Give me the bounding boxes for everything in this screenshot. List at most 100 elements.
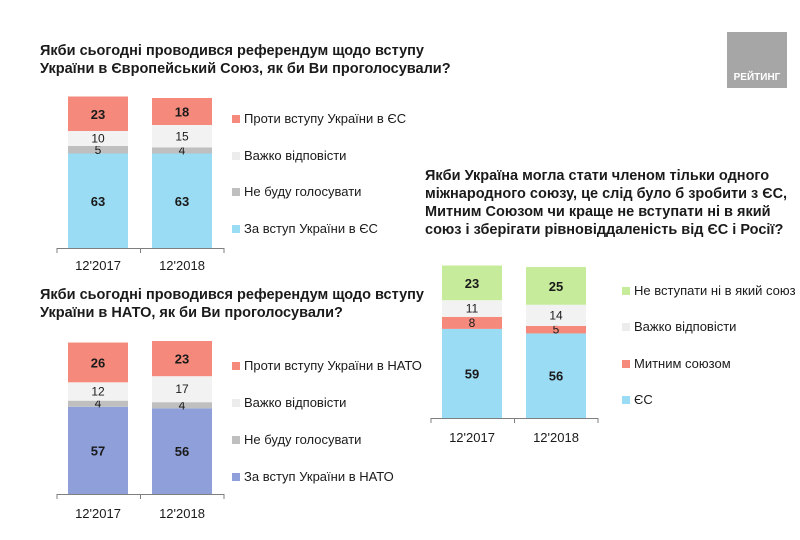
chart-title-line: міжнародного союзу, це слід було б зроби… — [425, 186, 788, 202]
legend-swatch — [622, 395, 630, 404]
bar-segment — [68, 382, 128, 401]
chart-title-union-choice: Якби Україна могла стати членом тільки о… — [425, 167, 788, 239]
data-label: 56 — [175, 444, 189, 459]
legend-label: За вступ України в ЄС — [244, 221, 378, 236]
legend-label: Не вступати ні в який союз — [634, 283, 796, 298]
bar-segment — [442, 265, 502, 301]
bar-segment — [152, 147, 212, 154]
data-label: 63 — [91, 194, 105, 209]
legend-label: Не буду голосувати — [244, 184, 362, 199]
data-label: 10 — [91, 132, 105, 146]
bar-segment — [68, 131, 128, 146]
chart-title-line: України в Європейський Союз, як би Ви пр… — [40, 61, 451, 77]
rating-logo: РЕЙТИНГ — [727, 32, 787, 88]
bar-segment — [68, 146, 128, 154]
legend-swatch — [622, 359, 630, 368]
data-label: 59 — [465, 366, 479, 381]
data-label: 18 — [175, 105, 189, 120]
x-tick-label: 12'2017 — [75, 506, 121, 521]
legend-swatch — [232, 472, 240, 481]
data-label: 57 — [91, 443, 105, 458]
legend-swatch — [232, 398, 240, 407]
data-label: 4 — [179, 144, 186, 158]
bar-segment — [152, 341, 212, 377]
bar-segment — [442, 316, 502, 329]
legend-swatch — [622, 322, 630, 331]
x-tick-label: 12'2018 — [159, 506, 205, 521]
legend-item: Важко відповісти — [232, 148, 346, 163]
data-label: 12 — [91, 384, 105, 398]
legend-item: Проти вступу України в НАТО — [232, 358, 422, 373]
bar-segment — [68, 96, 128, 131]
bar-segment — [526, 325, 586, 334]
legend-item: Не буду голосувати — [232, 432, 361, 447]
bar-segment — [442, 300, 502, 317]
bar-segment — [152, 125, 212, 148]
legend-swatch — [232, 151, 240, 160]
data-label: 23 — [465, 276, 479, 291]
legend-swatch — [622, 286, 630, 295]
legend-label: Митним союзом — [634, 356, 731, 371]
bar-segment — [68, 400, 128, 407]
legend-item: ЄС — [622, 392, 653, 407]
bar-segment — [526, 267, 586, 305]
bar-segment — [442, 328, 502, 418]
legend-swatch — [232, 114, 240, 123]
x-tick-label: 12'2018 — [533, 430, 579, 445]
data-label: 63 — [175, 194, 189, 209]
data-label: 11 — [466, 302, 479, 316]
chart-title-eu-referendum: Якби сьогодні проводився референдум щодо… — [40, 42, 451, 78]
legend-item: За вступ України в НАТО — [232, 469, 394, 484]
data-label: 23 — [91, 107, 105, 122]
x-tick-label: 12'2017 — [449, 430, 495, 445]
legend-item: Важко відповісти — [232, 395, 346, 410]
bar-segment — [152, 376, 212, 403]
bar-segment — [68, 153, 128, 248]
data-label: 25 — [549, 279, 563, 294]
data-label: 15 — [175, 129, 189, 143]
logo-text: РЕЙТИНГ — [733, 72, 781, 83]
bar-segment — [152, 98, 212, 125]
bar-segment — [152, 402, 212, 409]
data-label: 4 — [95, 397, 102, 411]
x-tick-label: 12'2017 — [75, 258, 121, 273]
x-tick-label: 12'2018 — [159, 258, 205, 273]
legend-label: Важко відповісти — [634, 319, 737, 334]
legend-label: Важко відповісти — [244, 148, 347, 163]
data-label: 5 — [95, 143, 102, 157]
bar-segment — [152, 408, 212, 494]
legend-swatch — [232, 187, 240, 196]
legend-label: Проти вступу України в ЄС — [244, 111, 407, 126]
data-label: 14 — [549, 308, 563, 322]
chart-title-line: Митним Союзом чи краще не вступати ні в … — [425, 204, 771, 220]
legend-item: Важко відповісти — [622, 319, 736, 334]
legend-label: Важко відповісти — [244, 395, 347, 410]
legend-label: За вступ України в НАТО — [244, 469, 394, 484]
legend-swatch — [232, 361, 240, 370]
data-label: 23 — [175, 352, 189, 367]
legend-swatch — [232, 224, 240, 233]
legend-label: Не буду голосувати — [244, 432, 362, 447]
legend-item: Митним союзом — [622, 356, 731, 371]
data-label: 17 — [175, 382, 189, 396]
legend-label: Проти вступу України в НАТО — [244, 358, 422, 373]
data-label: 5 — [553, 323, 560, 337]
data-label: 8 — [469, 316, 476, 330]
chart-title-line: України в НАТО, як би Ви проголосували? — [40, 305, 343, 321]
bar-segment — [68, 342, 128, 383]
data-label: 26 — [91, 355, 105, 370]
chart-title-nato-referendum: Якби сьогодні проводився референдум щодо… — [40, 286, 424, 322]
bar-segment — [526, 333, 586, 418]
data-label: 4 — [179, 398, 186, 412]
bar-segment — [152, 153, 212, 248]
bar-segment — [68, 406, 128, 494]
chart-title-line: Якби сьогодні проводився референдум щодо… — [40, 43, 424, 59]
legend-label: ЄС — [634, 392, 653, 407]
data-label: 56 — [549, 369, 563, 384]
legend-item: За вступ України в ЄС — [232, 221, 378, 236]
bar-segment — [526, 304, 586, 326]
legend-swatch — [232, 435, 240, 444]
chart-title-line: Якби сьогодні проводився референдум щодо… — [40, 287, 424, 303]
legend-item: Проти вступу України в ЄС — [232, 111, 406, 126]
